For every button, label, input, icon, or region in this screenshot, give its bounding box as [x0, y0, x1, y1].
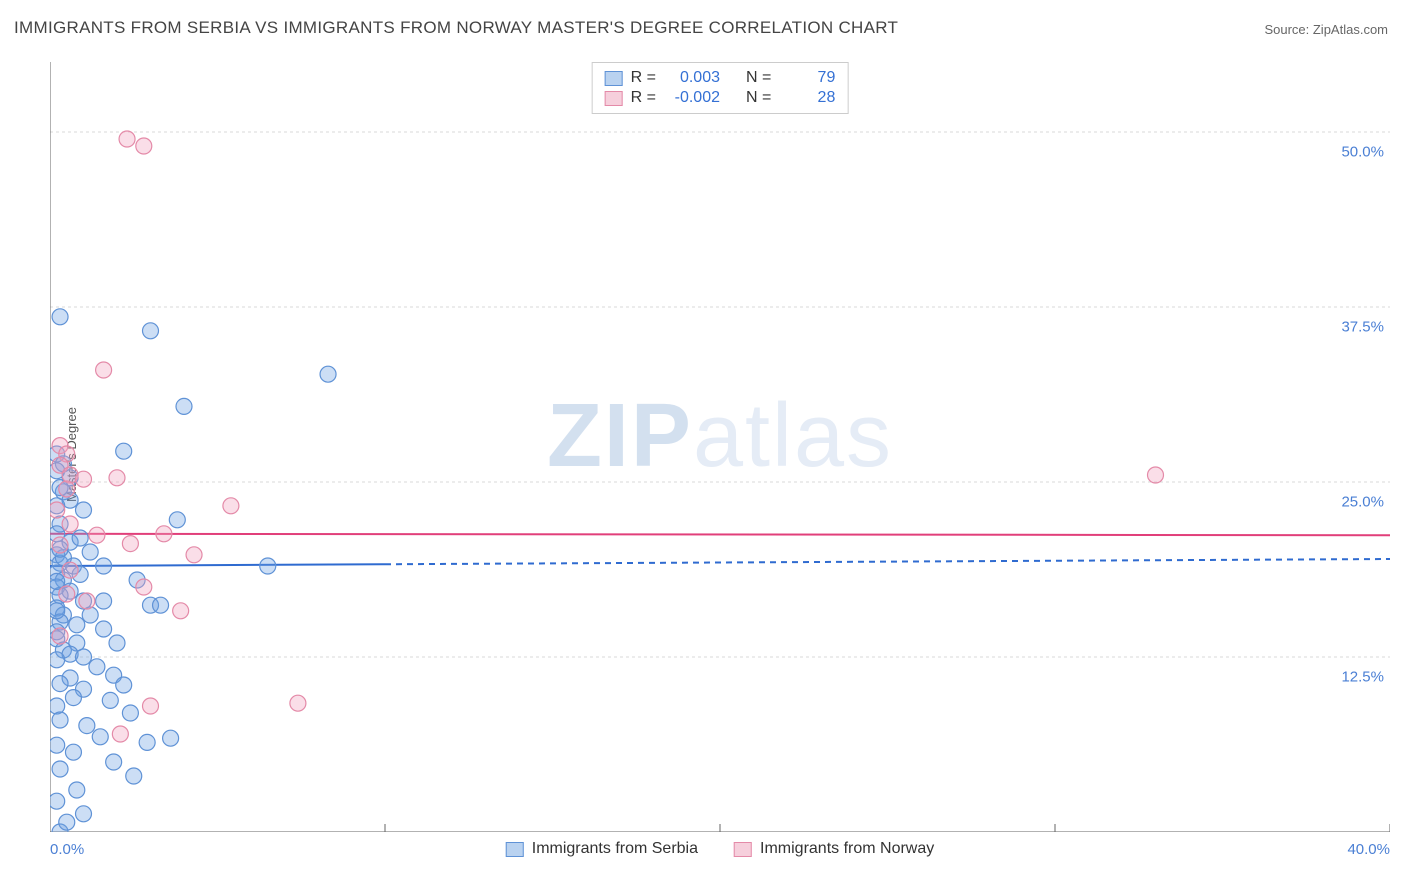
- watermark-light: atlas: [693, 386, 893, 486]
- stats-legend-box: R = 0.003 N = 79 R = -0.002 N = 28: [592, 62, 849, 114]
- r-label: R =: [631, 69, 656, 87]
- y-tick-label: 12.5%: [1341, 669, 1384, 686]
- source-label: Source: ZipAtlas.com: [1264, 22, 1388, 37]
- swatch-norway-icon: [734, 842, 752, 857]
- legend-label-serbia: Immigrants from Serbia: [532, 840, 698, 858]
- stats-row-serbia: R = 0.003 N = 79: [605, 68, 836, 88]
- n-value-serbia: 79: [779, 69, 835, 87]
- n-label: N =: [746, 89, 771, 107]
- r-value-norway: -0.002: [664, 89, 720, 107]
- swatch-norway: [605, 91, 623, 106]
- stats-row-norway: R = -0.002 N = 28: [605, 88, 836, 108]
- chart-area: Master's Degree ZIPatlas R = 0.003 N = 7…: [50, 62, 1390, 832]
- watermark: ZIPatlas: [547, 385, 893, 488]
- n-label: N =: [746, 69, 771, 87]
- y-tick-label: 37.5%: [1341, 319, 1384, 336]
- swatch-serbia-icon: [506, 842, 524, 857]
- y-tick-label: 50.0%: [1341, 144, 1384, 161]
- legend-item-serbia: Immigrants from Serbia: [506, 840, 698, 858]
- x-tick-max: 40.0%: [1347, 841, 1390, 858]
- bottom-legend: Immigrants from Serbia Immigrants from N…: [506, 840, 935, 858]
- watermark-bold: ZIP: [547, 386, 693, 486]
- r-value-serbia: 0.003: [664, 69, 720, 87]
- r-label: R =: [631, 89, 656, 107]
- x-tick-min: 0.0%: [50, 841, 84, 858]
- legend-label-norway: Immigrants from Norway: [760, 840, 934, 858]
- chart-title: IMMIGRANTS FROM SERBIA VS IMMIGRANTS FRO…: [14, 18, 898, 38]
- y-tick-label: 25.0%: [1341, 494, 1384, 511]
- n-value-norway: 28: [779, 89, 835, 107]
- swatch-serbia: [605, 71, 623, 86]
- legend-item-norway: Immigrants from Norway: [734, 840, 934, 858]
